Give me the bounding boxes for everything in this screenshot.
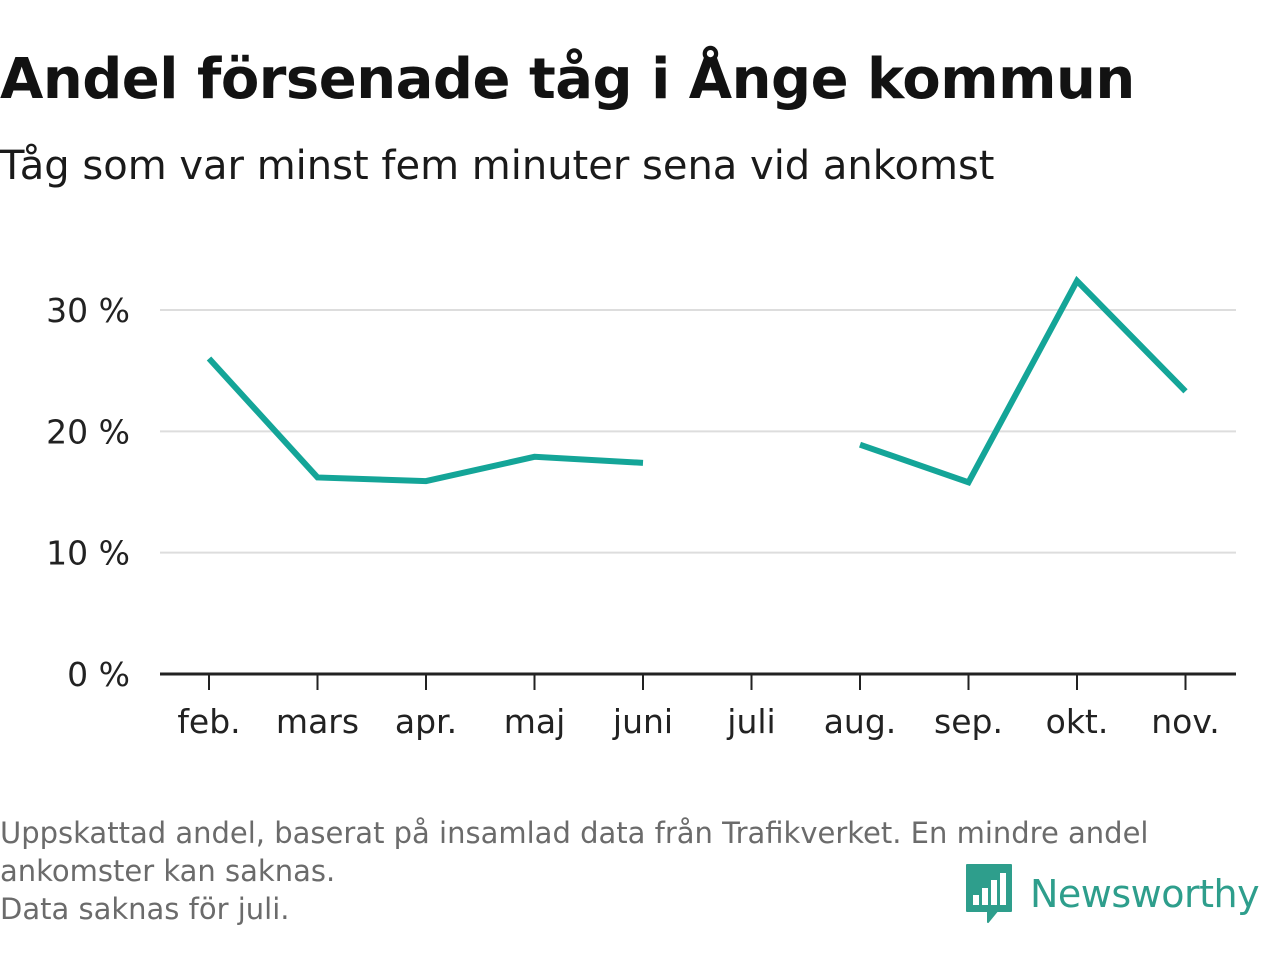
data-point [966,479,972,485]
series-line [859,275,1188,486]
y-tick-label: 0 % [67,655,130,694]
chart-title: Andel försenade tåg i Ånge kommun [0,47,1135,112]
brand-logo: Newsworthy [964,862,1260,926]
data-point [315,474,321,480]
chart-subtitle: Tåg som var minst fem minuter sena vid a… [0,143,995,189]
data-point [423,478,429,484]
series-line [206,356,644,485]
x-tick-label: mars [276,702,359,741]
data-point [532,454,538,460]
x-tick-label: maj [504,702,566,741]
data-point [206,356,212,362]
x-tick-label: feb. [177,702,240,741]
data-point [640,460,646,466]
x-tick-label: juli [726,702,775,741]
footnote-line-2: ankomster kan saknas. [0,854,336,888]
x-tick-label: juni [612,702,673,741]
data-point [1183,388,1189,394]
y-tick-label: 20 % [46,412,130,451]
y-tick-label: 10 % [46,534,130,573]
x-tick-label: aug. [824,702,897,741]
x-tick-label: nov. [1151,702,1220,741]
x-tick-label: sep. [934,702,1003,741]
footnote-line-1: Uppskattad andel, baserat på insamlad da… [0,816,1149,850]
newsworthy-logo-icon [966,864,1012,923]
brand-name: Newsworthy [1030,872,1260,916]
line-chart: 0 % 10 % 20 % 30 % feb. mars apr. maj juni juli au… [46,275,1236,741]
data-point [857,442,863,448]
footnote-line-3: Data saknas för juli. [0,892,290,926]
x-tick-label: apr. [395,702,457,741]
chart-footnote: Uppskattad andel, baserat på insamlad da… [0,814,1270,928]
x-tick-label: okt. [1046,702,1109,741]
y-tick-label: 30 % [46,291,130,330]
data-point [1074,278,1080,284]
